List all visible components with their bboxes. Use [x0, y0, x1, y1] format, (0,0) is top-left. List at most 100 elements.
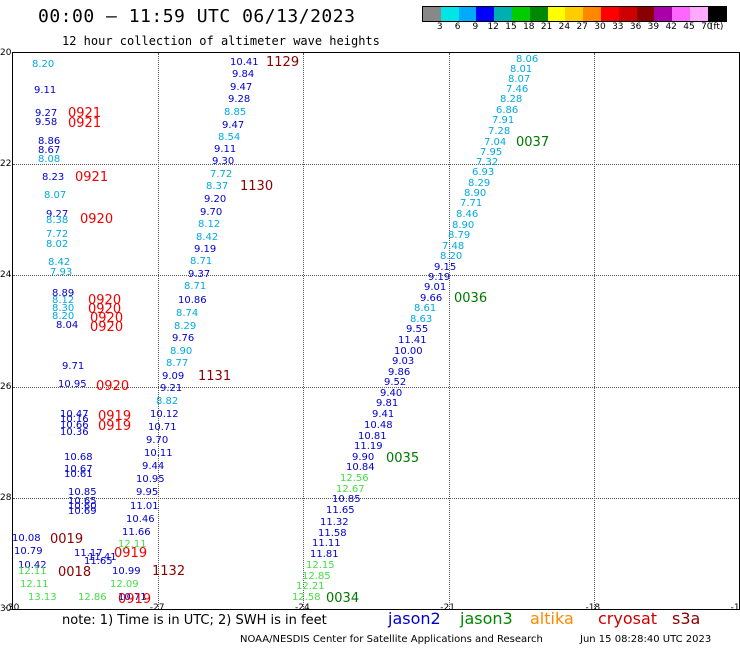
wave-height-label: 8.12 [198, 219, 221, 230]
y-tick-label: 20 [0, 48, 12, 58]
legend-swatch [458, 7, 477, 21]
wave-height-label: 7.72 [46, 229, 69, 240]
wave-height-label: 9.58 [35, 117, 58, 128]
orbit-time-label: 0034 [326, 591, 360, 606]
legend-swatch [654, 7, 673, 21]
wave-height-label: 9.40 [380, 388, 403, 399]
wave-height-label: 10.08 [12, 533, 41, 544]
legend-label: 12 [487, 22, 499, 32]
wave-height-label: 9.84 [232, 69, 255, 80]
legend-swatch [583, 7, 601, 21]
legend-swatch [440, 7, 459, 21]
wave-height-label: 9.20 [204, 194, 227, 205]
wave-height-label: 9.90 [352, 452, 375, 463]
grid-line-horizontal [13, 164, 739, 166]
legend-label: (ft) [709, 22, 724, 32]
orbit-time-label: 0919 [98, 409, 132, 424]
wave-height-label: 10.81 [358, 431, 387, 442]
wave-height-label: 8.20 [440, 251, 463, 262]
wave-height-label: 12.11 [118, 539, 147, 550]
wave-height-label: 10.16 [60, 414, 89, 425]
wave-height-label: 8.67 [38, 145, 61, 156]
wave-height-label: 11.32 [320, 517, 349, 528]
wave-height-label: 10.86 [178, 295, 207, 306]
wave-height-label: 7.04 [484, 137, 507, 148]
wave-height-label: 9.55 [406, 324, 429, 335]
satellite-name: s3a [672, 609, 701, 628]
wave-height-label: 9.09 [162, 371, 185, 382]
orbit-time-label: 0920 [80, 212, 114, 227]
wave-height-label: 8.86 [38, 136, 61, 147]
wave-height-label: 8.77 [166, 358, 189, 369]
wave-height-label: 8.89 [52, 288, 75, 299]
wave-height-label: 10.68 [64, 452, 93, 463]
orbit-time-label: 0920 [90, 311, 124, 326]
wave-height-label: 9.19 [194, 244, 217, 255]
wave-height-label: 12.11 [20, 579, 49, 590]
wave-height-label: 10.69 [68, 506, 97, 517]
wave-height-label: 10.65 [68, 496, 97, 507]
orbit-time-label: 0921 [75, 170, 109, 185]
legend-label: 36 [629, 22, 642, 32]
wave-height-label: 12.09 [110, 579, 139, 590]
satellite-name: jason3 [460, 609, 513, 628]
wave-height-label: 11.11 [312, 538, 341, 549]
wave-height-label: 12.85 [302, 571, 331, 582]
wave-height-label: 12.58 [292, 592, 321, 603]
wave-height-label: 10.71 [118, 592, 147, 603]
page-subtitle: 12 hour collection of altimeter wave hei… [62, 34, 380, 48]
wave-height-label: 8.28 [500, 94, 523, 105]
wave-height-label: 9.30 [212, 156, 235, 167]
y-tick-label: 22 [0, 159, 12, 170]
wave-height-label: 9.27 [46, 209, 69, 220]
legend-label: 30 [594, 22, 606, 32]
grid-line-vertical [448, 53, 450, 609]
x-tick-label: -30 [4, 603, 20, 613]
x-tick-label: -18 [585, 603, 601, 613]
wave-height-label: 9.47 [222, 120, 245, 131]
wave-height-label: 8.07 [44, 190, 67, 201]
y-tick-label: 28 [0, 492, 12, 503]
wave-height-label: 9.37 [188, 269, 211, 280]
grid-line-vertical [593, 53, 595, 609]
wave-height-label: 9.70 [200, 207, 223, 218]
legend-label: 24 [558, 22, 571, 32]
wave-height-label: 10.84 [346, 462, 375, 473]
wave-height-label: 10.41 [230, 57, 259, 68]
wave-height-label: 8.07 [508, 74, 531, 85]
wave-height-label: 8.42 [48, 257, 71, 268]
orbit-time-label: 0920 [88, 293, 122, 308]
wave-height-label: 9.76 [172, 333, 195, 344]
wave-height-label: 11.19 [354, 441, 383, 452]
wave-height-label: 9.44 [142, 461, 165, 472]
wave-height-label: 9.70 [146, 435, 169, 446]
orbit-time-label: 0919 [114, 546, 148, 561]
legend-swatch [636, 7, 655, 21]
orbit-time-label: 0919 [118, 592, 152, 607]
wave-height-label: 8.20 [52, 311, 75, 322]
legend-label: 45 [683, 22, 695, 32]
legend-swatch [618, 7, 637, 21]
legend-swatch [600, 7, 619, 21]
wave-height-label: 6.93 [472, 167, 495, 178]
wave-height-label: 8.61 [414, 303, 437, 314]
orbit-time-label: 0920 [96, 379, 130, 394]
wave-height-label: 8.82 [156, 396, 179, 407]
wave-height-label: 9.19 [428, 272, 451, 283]
wave-height-label: 7.48 [442, 241, 465, 252]
wave-height-label: 8.02 [46, 239, 69, 250]
orbit-time-label: 0921 [68, 116, 102, 131]
wave-height-label: 11.66 [122, 527, 151, 538]
orbit-time-label: 1132 [152, 564, 186, 579]
legend-label: 39 [647, 22, 660, 32]
wave-height-label: 7.95 [480, 147, 503, 158]
wave-height-label: 8.12 [52, 295, 75, 306]
wave-height-label: 9.81 [376, 398, 399, 409]
orbit-time-label: 1130 [240, 179, 274, 194]
legend-label: 6 [454, 22, 461, 32]
wave-height-label: 6.86 [496, 105, 519, 116]
wave-height-label: 8.29 [174, 321, 197, 332]
wave-height-label: 9.86 [388, 367, 411, 378]
wave-height-label: 8.90 [464, 188, 487, 199]
legend-swatch [511, 7, 530, 21]
